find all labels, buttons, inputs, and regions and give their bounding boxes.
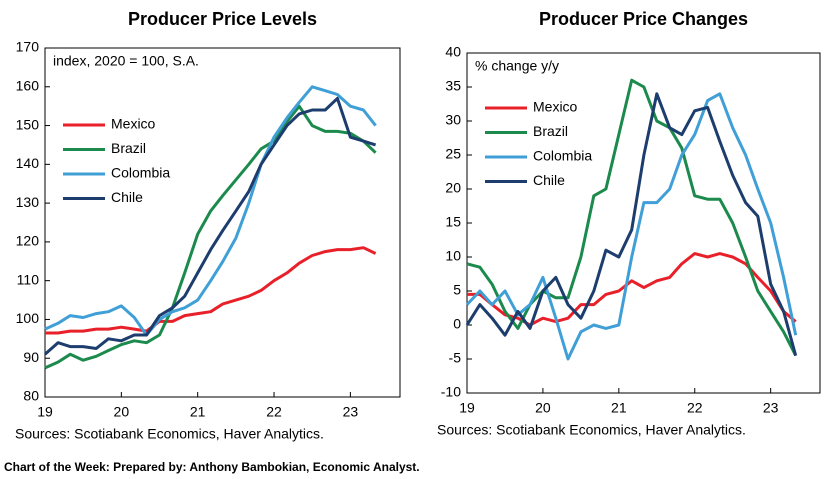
y-tick-label: 35 [445,78,461,94]
y-tick-label: 15 [445,214,461,230]
y-tick-label: 90 [23,349,39,365]
source-note: Sources: Scotiabank Economics, Haver Ana… [15,426,324,442]
x-tick-label: 19 [459,400,475,416]
plot-frame [466,52,821,394]
y-tick-label: 20 [445,180,461,196]
y-tick-label: 0 [453,316,461,332]
chart-title: Producer Price Levels [128,9,317,29]
chart-title: Producer Price Changes [539,9,748,29]
y-tick-label: -10 [441,384,461,400]
x-tick-label: 23 [343,404,359,420]
legend-label: Brazil [533,123,568,139]
legend-label: Mexico [533,99,578,115]
y-tick-label: 100 [16,310,40,326]
x-tick-label: 22 [687,400,703,416]
y-tick-label: -5 [449,350,462,366]
y-tick-label: 140 [16,155,40,171]
series-line [45,246,377,335]
y-tick-label: 25 [445,146,461,162]
x-tick-label: 22 [266,404,282,420]
series-line [465,92,798,361]
x-tick-label: 20 [535,400,551,416]
y-tick-label: 110 [17,271,40,287]
y-tick-label: 40 [445,44,461,60]
legend-label: Chile [111,189,143,205]
series-line [466,78,798,357]
legend-label: Brazil [111,140,146,156]
source-note: Sources: Scotiabank Economics, Haver Ana… [437,422,746,438]
y-tick-label: 80 [23,388,39,404]
series-line [465,92,798,356]
y-tick-label: 160 [16,77,40,93]
x-tick-label: 23 [763,400,779,416]
series-line [44,85,377,337]
series-line [44,104,377,370]
x-tick-label: 20 [114,404,130,420]
axis-annotation: index, 2020 = 100, S.A. [53,53,199,69]
legend-label: Colombia [533,148,592,164]
x-tick-label: 19 [37,404,53,420]
axis-annotation: % change y/y [475,58,559,74]
y-tick-label: 150 [16,116,40,132]
legend-label: Mexico [111,116,156,132]
y-tick-label: 130 [16,194,40,210]
y-tick-label: 30 [445,112,461,128]
series-line [44,96,377,356]
y-tick-label: 10 [445,248,461,264]
legend-label: Colombia [111,165,170,181]
x-tick-label: 21 [190,404,206,420]
y-tick-label: 120 [16,233,40,249]
plot-frame [44,47,401,398]
y-tick-label: 5 [453,282,461,298]
footer: Chart of the Week: Prepared by: Anthony … [4,460,420,474]
y-tick-label: 170 [16,39,40,55]
x-tick-label: 21 [611,400,627,416]
legend-label: Chile [533,172,565,188]
